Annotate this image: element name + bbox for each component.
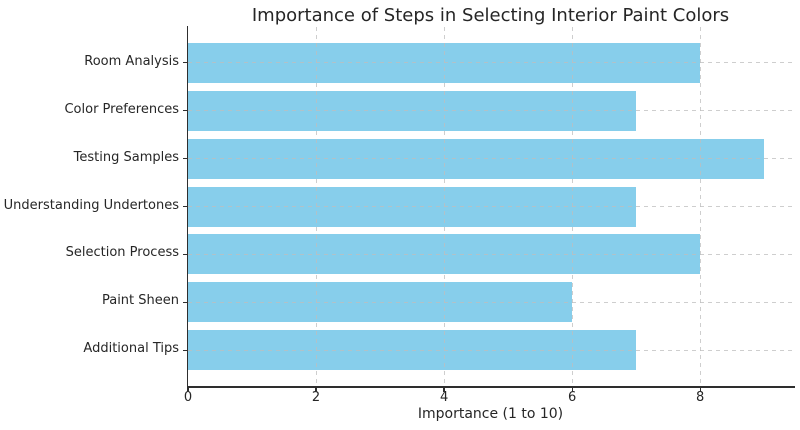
y-tick-label: Additional Tips — [83, 341, 179, 357]
h-gridline — [188, 110, 793, 111]
h-gridline — [188, 206, 793, 207]
y-tick-label: Testing Samples — [73, 149, 179, 165]
y-tick — [182, 61, 187, 64]
y-tick — [182, 205, 187, 208]
x-tick-label: 0 — [183, 390, 193, 405]
y-tick-label: Color Preferences — [64, 101, 179, 117]
x-tick — [443, 387, 445, 392]
x-tick-label: 4 — [439, 390, 449, 405]
x-tick-label: 8 — [696, 390, 705, 405]
y-tick — [182, 253, 187, 256]
h-gridline — [188, 349, 793, 351]
y-tick-label: Selection Process — [65, 245, 179, 261]
x-tick — [187, 387, 189, 392]
y-tick-label: Paint Sheen — [101, 293, 179, 309]
plot-area — [188, 27, 793, 386]
y-tick-label: Room Analysis — [84, 53, 179, 69]
y-tick-label: Understanding Undertones — [3, 197, 179, 213]
h-gridline — [188, 158, 793, 159]
y-tick — [182, 349, 187, 352]
x-axis-label: Importance (1 to 10) — [417, 406, 564, 422]
x-tick-label: 2 — [311, 390, 321, 405]
x-tick — [571, 387, 573, 392]
h-gridline — [188, 253, 793, 255]
y-tick — [182, 109, 187, 112]
x-axis-spine — [186, 386, 795, 388]
x-tick-label: 6 — [567, 390, 577, 405]
h-gridline — [188, 62, 793, 64]
y-tick — [182, 157, 187, 160]
x-tick — [699, 387, 701, 392]
y-axis-spine — [186, 26, 188, 388]
chart-title: Importance of Steps in Selecting Interio… — [251, 5, 730, 26]
h-gridline — [188, 301, 793, 303]
y-tick — [182, 301, 187, 304]
x-tick — [315, 387, 317, 392]
